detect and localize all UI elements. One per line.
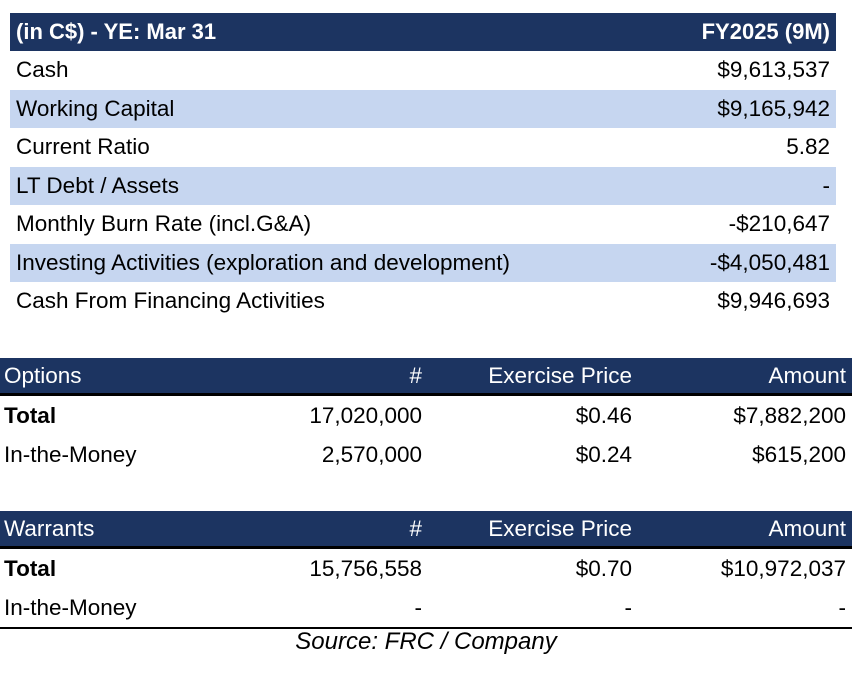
row-label: Total bbox=[4, 402, 57, 428]
table-row: In-the-Money - - - bbox=[0, 588, 852, 627]
header-exercise-price: Exercise Price bbox=[488, 515, 632, 541]
table-row: Working Capital $9,165,942 bbox=[10, 89, 836, 128]
row-value: - bbox=[822, 172, 831, 198]
row-value: -$210,647 bbox=[728, 211, 830, 237]
row-exercise-price: $0.24 bbox=[575, 441, 632, 467]
row-amount: $7,882,200 bbox=[733, 402, 846, 428]
source-caption: Source: FRC / Company bbox=[295, 628, 557, 655]
options-header: Options # Exercise Price Amount bbox=[0, 358, 852, 396]
row-count: - bbox=[414, 594, 423, 620]
row-label: Monthly Burn Rate (incl.G&A) bbox=[16, 211, 312, 237]
row-exercise-price: $0.46 bbox=[575, 402, 632, 428]
header-period: FY2025 (9M) bbox=[701, 19, 830, 44]
row-label: LT Debt / Assets bbox=[16, 172, 179, 198]
table-row: Total 15,756,558 $0.70 $10,972,037 bbox=[0, 549, 852, 588]
header-label: (in C$) - YE: Mar 31 bbox=[16, 19, 217, 44]
row-exercise-price: $0.70 bbox=[575, 555, 632, 581]
header-label: Options bbox=[4, 362, 82, 388]
row-value: $9,165,942 bbox=[717, 95, 830, 121]
row-label: Working Capital bbox=[16, 95, 175, 121]
row-value: $9,946,693 bbox=[717, 288, 830, 314]
row-amount: - bbox=[838, 594, 847, 620]
financial-summary-header: (in C$) - YE: Mar 31 FY2025 (9M) bbox=[10, 13, 836, 51]
table-row: Investing Activities (exploration and de… bbox=[10, 243, 836, 282]
warrants-header: Warrants # Exercise Price Amount bbox=[0, 511, 852, 549]
row-count: 15,756,558 bbox=[309, 555, 422, 581]
options-table: Options # Exercise Price Amount Total 17… bbox=[0, 358, 852, 474]
table-bottom-rule bbox=[0, 627, 852, 629]
row-amount: $615,200 bbox=[752, 441, 846, 467]
row-label: Investing Activities (exploration and de… bbox=[16, 249, 511, 275]
table-row: Current Ratio 5.82 bbox=[10, 128, 836, 167]
row-count: 17,020,000 bbox=[309, 402, 422, 428]
header-count: # bbox=[409, 362, 422, 388]
row-label: In-the-Money bbox=[4, 441, 137, 467]
header-exercise-price: Exercise Price bbox=[488, 362, 632, 388]
table-row: LT Debt / Assets - bbox=[10, 166, 836, 205]
row-label: Cash bbox=[16, 57, 69, 83]
table-row: Cash $9,613,537 bbox=[10, 51, 836, 90]
row-label: Cash From Financing Activities bbox=[16, 288, 325, 314]
header-amount: Amount bbox=[768, 362, 846, 388]
table-row: Monthly Burn Rate (incl.G&A) -$210,647 bbox=[10, 205, 836, 244]
table-row: Cash From Financing Activities $9,946,69… bbox=[10, 282, 836, 321]
row-value: -$4,050,481 bbox=[709, 249, 830, 275]
row-exercise-price: - bbox=[624, 594, 633, 620]
row-label: Total bbox=[4, 555, 57, 581]
financial-summary-table: (in C$) - YE: Mar 31 FY2025 (9M) Cash $9… bbox=[10, 13, 836, 321]
row-count: 2,570,000 bbox=[321, 441, 422, 467]
row-label: In-the-Money bbox=[4, 594, 137, 620]
row-amount: $10,972,037 bbox=[720, 555, 846, 581]
header-amount: Amount bbox=[768, 515, 846, 541]
row-label: Current Ratio bbox=[16, 134, 150, 160]
header-label: Warrants bbox=[4, 515, 95, 541]
warrants-table: Warrants # Exercise Price Amount Total 1… bbox=[0, 511, 852, 629]
row-value: 5.82 bbox=[786, 134, 830, 160]
table-row: In-the-Money 2,570,000 $0.24 $615,200 bbox=[0, 435, 852, 474]
header-count: # bbox=[409, 515, 422, 541]
row-value: $9,613,537 bbox=[717, 57, 830, 83]
table-row: Total 17,020,000 $0.46 $7,882,200 bbox=[0, 396, 852, 435]
